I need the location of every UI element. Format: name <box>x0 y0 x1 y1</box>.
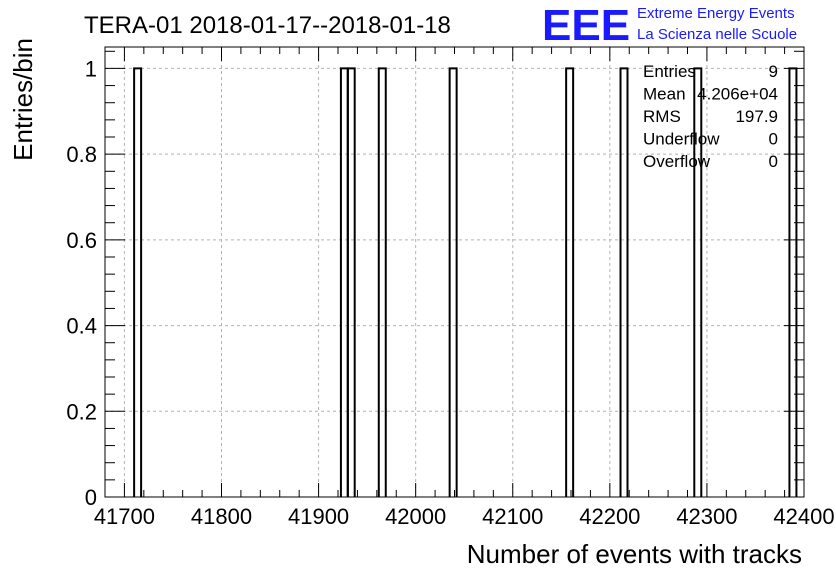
y-tick-label: 1 <box>85 56 97 81</box>
x-tick-label: 41700 <box>94 504 155 529</box>
stats-value: 9 <box>769 62 778 81</box>
x-tick-label: 42000 <box>385 504 446 529</box>
y-tick-label: 0 <box>85 485 97 510</box>
chart-title: TERA-01 2018-01-17--2018-01-18 <box>84 12 451 39</box>
y-tick-label: 0.4 <box>66 314 97 339</box>
axis-ticks: 41700 41800 41900 42000 42100 42200 42300 42400… <box>66 47 835 529</box>
histogram-bins <box>133 67 798 497</box>
x-tick-label: 42400 <box>773 504 834 529</box>
histogram-bin <box>619 67 629 497</box>
stats-label: Overflow <box>643 152 711 171</box>
grid-lines <box>105 47 805 498</box>
histogram-bin <box>377 67 387 497</box>
stats-label: Entries <box>643 62 696 81</box>
stats-label: RMS <box>643 107 681 126</box>
histogram-bin <box>693 67 703 497</box>
histogram-bin <box>346 67 356 497</box>
x-axis-label: Number of events with tracks <box>467 539 802 569</box>
x-tick-label: 41800 <box>191 504 252 529</box>
histogram-bin <box>565 67 575 497</box>
y-axis-label: Entries/bin <box>8 38 38 161</box>
x-tick-label: 42300 <box>676 504 737 529</box>
x-tick-label: 42200 <box>579 504 640 529</box>
stats-label: Mean <box>643 85 686 104</box>
logo-mark: EEE <box>542 1 630 50</box>
histogram-bin <box>133 67 143 497</box>
stats-value: 197.9 <box>735 107 778 126</box>
stats-value: 0 <box>769 152 778 171</box>
x-tick-label: 41900 <box>288 504 349 529</box>
logo-line1: Extreme Energy Events <box>637 5 795 22</box>
stats-value: 0 <box>769 130 778 149</box>
logo-line2: La Scienza nelle Scuole <box>637 26 797 43</box>
plot-frame <box>104 46 805 498</box>
x-tick-label: 42100 <box>482 504 543 529</box>
histogram-bin <box>448 67 458 497</box>
stats-value: 4.206e+04 <box>697 85 778 104</box>
y-tick-label: 0.2 <box>66 399 97 424</box>
stats-box: Entries 9 Mean 4.206e+04 RMS 197.9 Underflow 0 O… <box>643 62 778 171</box>
y-tick-label: 0.6 <box>66 228 97 253</box>
y-tick-label: 0.8 <box>66 142 97 167</box>
stats-label: Underflow <box>643 130 720 149</box>
eee-logo: EEE Extreme Energy Events La Scienza nel… <box>542 1 797 50</box>
histogram-bin <box>788 67 798 497</box>
